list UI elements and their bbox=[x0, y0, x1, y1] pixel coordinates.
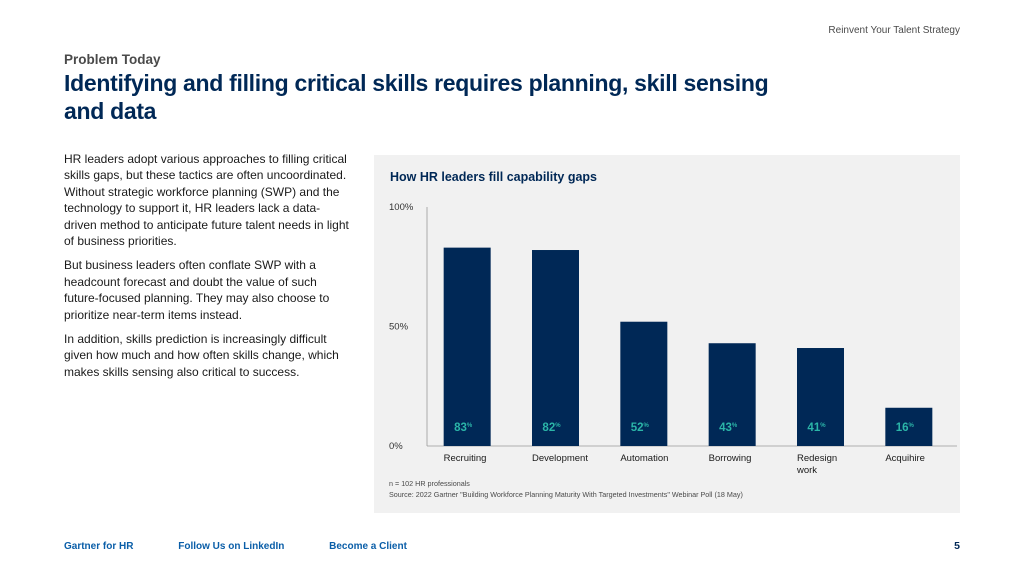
bar bbox=[620, 321, 668, 446]
bar-value-label: 83% bbox=[454, 422, 473, 434]
y-tick-label: 100% bbox=[389, 202, 414, 213]
footer-link-gartner-for-hr[interactable]: Gartner for HR bbox=[64, 541, 134, 552]
bar-value-label: 52% bbox=[631, 422, 650, 434]
x-tick-label: Recruiting bbox=[444, 453, 487, 464]
section-eyebrow: Problem Today bbox=[64, 52, 161, 67]
footer-link-linkedin[interactable]: Follow Us on LinkedIn bbox=[178, 541, 285, 552]
bar bbox=[708, 343, 756, 446]
body-paragraph-1: HR leaders adopt various approaches to f… bbox=[64, 152, 349, 249]
chart-panel: How HR leaders fill capability gaps 0% 50… bbox=[374, 155, 960, 513]
body-copy: HR leaders adopt various approaches to f… bbox=[64, 151, 350, 388]
x-tick-label: Borrowing bbox=[709, 453, 752, 464]
sample-size-note: n = 102 HR professionals bbox=[389, 479, 470, 488]
header-tagline: Reinvent Your Talent Strategy bbox=[828, 25, 960, 36]
x-tick-label: Development bbox=[532, 453, 588, 464]
x-tick-label: Acquihire bbox=[885, 453, 925, 464]
page-number: 5 bbox=[954, 540, 960, 552]
body-paragraph-2: But business leaders often conflate SWP … bbox=[64, 258, 330, 322]
bar bbox=[532, 250, 579, 446]
bar bbox=[443, 247, 491, 446]
footer-links: Gartner for HR Follow Us on LinkedIn Bec… bbox=[64, 541, 449, 552]
y-tick-label: 50% bbox=[389, 322, 409, 333]
x-tick-label: Redesign work bbox=[796, 453, 837, 476]
source-note: Source: 2022 Gartner "Building Workforce… bbox=[389, 490, 743, 499]
page-title: Identifying and filling critical skills … bbox=[64, 70, 769, 124]
bar-value-label: 43% bbox=[719, 422, 738, 434]
footer-link-become-client[interactable]: Become a Client bbox=[329, 541, 407, 552]
chart-title: How HR leaders fill capability gaps bbox=[390, 170, 598, 184]
bar-value-label: 16% bbox=[896, 422, 915, 434]
bar bbox=[797, 348, 844, 446]
bar-value-label: 82% bbox=[542, 422, 561, 434]
x-tick-label: Automation bbox=[620, 453, 668, 464]
bar bbox=[885, 407, 933, 446]
y-tick-label: 0% bbox=[389, 441, 403, 452]
bar-chart: 0% 50% 100% 83% Recruiting 82% Development 52% A… bbox=[389, 202, 957, 476]
bar-value-label: 41% bbox=[807, 422, 826, 434]
body-paragraph-3: In addition, skills prediction is increa… bbox=[64, 332, 339, 379]
